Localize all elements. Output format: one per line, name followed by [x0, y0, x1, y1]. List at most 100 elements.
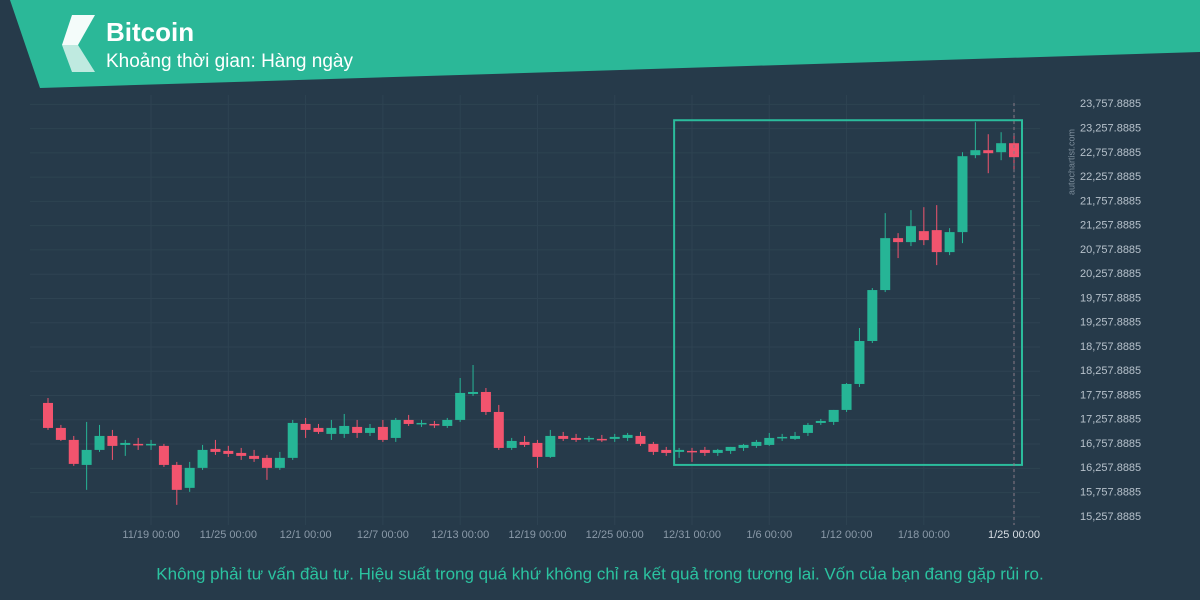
- candle-body: [970, 150, 981, 156]
- x-tick-label: 1/6 00:00: [746, 529, 792, 541]
- x-tick-label: 12/19 00:00: [508, 529, 566, 541]
- candle-body: [107, 435, 118, 446]
- y-tick-label: 19,757.8885: [1080, 292, 1141, 304]
- candle-body: [545, 435, 556, 457]
- candle-body: [287, 422, 298, 458]
- candle-body: [365, 427, 375, 433]
- logo-shape: [62, 45, 95, 72]
- candle-body: [249, 455, 260, 459]
- candle-body: [171, 464, 182, 490]
- candle-body: [313, 427, 324, 432]
- logo-shape: [62, 15, 95, 45]
- candle-body: [120, 442, 131, 445]
- disclaimer: Không phải tư vấn đầu tư. Hiệu suất tron…: [156, 564, 1043, 583]
- candle-body: [532, 442, 543, 457]
- chart-subtitle: Khoảng thời gian: Hàng ngày: [106, 51, 353, 72]
- candle-body: [893, 238, 904, 243]
- candle-body: [390, 419, 401, 438]
- candle-body: [300, 423, 311, 430]
- candle-body: [442, 419, 453, 426]
- candle-body: [158, 445, 169, 465]
- y-tick-label: 17,757.8885: [1080, 389, 1141, 401]
- candle-body: [81, 449, 92, 465]
- candle-body: [918, 231, 929, 241]
- y-tick-label: 22,757.8885: [1080, 147, 1141, 159]
- candle-body: [68, 439, 79, 464]
- candle-body: [725, 446, 736, 451]
- y-tick-label: 21,757.8885: [1080, 195, 1141, 207]
- candle-body: [944, 232, 955, 253]
- y-tick-label: 17,257.8885: [1080, 414, 1141, 426]
- candle-body: [43, 402, 53, 428]
- candle-body: [274, 457, 285, 468]
- highlight-box: [673, 119, 1023, 466]
- candle-body: [687, 450, 697, 453]
- candle-body: [841, 383, 852, 410]
- candle-body: [764, 437, 775, 445]
- y-tick-label: 15,757.8885: [1080, 486, 1141, 498]
- x-tick-label: 12/7 00:00: [357, 529, 409, 541]
- candle-body: [55, 427, 66, 440]
- y-tick-label: 22,257.8885: [1080, 171, 1141, 183]
- candle-body: [403, 419, 414, 424]
- candle-body: [571, 437, 582, 440]
- candle-body: [210, 448, 221, 452]
- candle-body: [519, 441, 530, 445]
- x-tick-label: 11/25 00:00: [200, 529, 257, 541]
- candle-body: [983, 150, 994, 154]
- candle-body: [339, 425, 350, 434]
- candle-body: [738, 444, 749, 448]
- candle-body: [455, 392, 466, 420]
- candle-body: [352, 426, 363, 433]
- x-tick-label: 12/31 00:00: [663, 529, 721, 541]
- y-tick-label: 18,757.8885: [1080, 341, 1141, 353]
- banner: [10, 0, 1200, 88]
- candle-body: [957, 156, 968, 233]
- candle-body: [635, 435, 646, 444]
- y-tick-label: 16,757.8885: [1080, 438, 1141, 450]
- candle-body: [880, 238, 891, 291]
- candle-body: [777, 436, 788, 439]
- candle-body: [197, 449, 208, 468]
- logo: [62, 15, 95, 72]
- candle-body: [223, 450, 234, 454]
- candle-body: [480, 391, 491, 412]
- candle-body: [184, 467, 195, 488]
- y-tick-label: 21,257.8885: [1080, 220, 1141, 232]
- candle-body: [790, 435, 801, 439]
- y-tick-label: 23,757.8885: [1080, 98, 1141, 110]
- candle-body: [468, 391, 479, 394]
- y-tick-label: 19,257.8885: [1080, 317, 1141, 329]
- candle-body: [429, 423, 440, 426]
- candle-body: [1009, 143, 1019, 158]
- candle-body: [712, 449, 723, 453]
- x-tick-label: 1/25 00:00: [988, 529, 1040, 541]
- y-tick-label: 16,257.8885: [1080, 462, 1141, 474]
- candle-body: [867, 290, 878, 342]
- candle-body: [558, 435, 569, 439]
- y-tick-label: 15,257.8885: [1080, 511, 1141, 523]
- candle-body: [377, 426, 388, 440]
- candle-body: [609, 436, 620, 439]
- candle-body: [146, 443, 157, 446]
- candle-body: [596, 438, 607, 441]
- y-tick-label: 20,257.8885: [1080, 268, 1141, 280]
- x-tick-label: 1/12 00:00: [821, 529, 873, 541]
- candle-body: [815, 420, 826, 423]
- candle-body: [828, 409, 839, 422]
- x-tick-label: 1/18 00:00: [898, 529, 950, 541]
- candle-body: [996, 143, 1007, 153]
- candle-body: [854, 341, 865, 384]
- candle-body: [661, 449, 672, 453]
- candle-body: [493, 411, 504, 448]
- candle-body: [931, 230, 942, 253]
- x-tick-label: 11/19 00:00: [122, 529, 179, 541]
- candle-body: [699, 449, 710, 453]
- candle-body: [133, 443, 144, 446]
- x-tick-label: 12/13 00:00: [431, 529, 489, 541]
- candle-body: [622, 434, 633, 438]
- x-tick-label: 12/25 00:00: [586, 529, 644, 541]
